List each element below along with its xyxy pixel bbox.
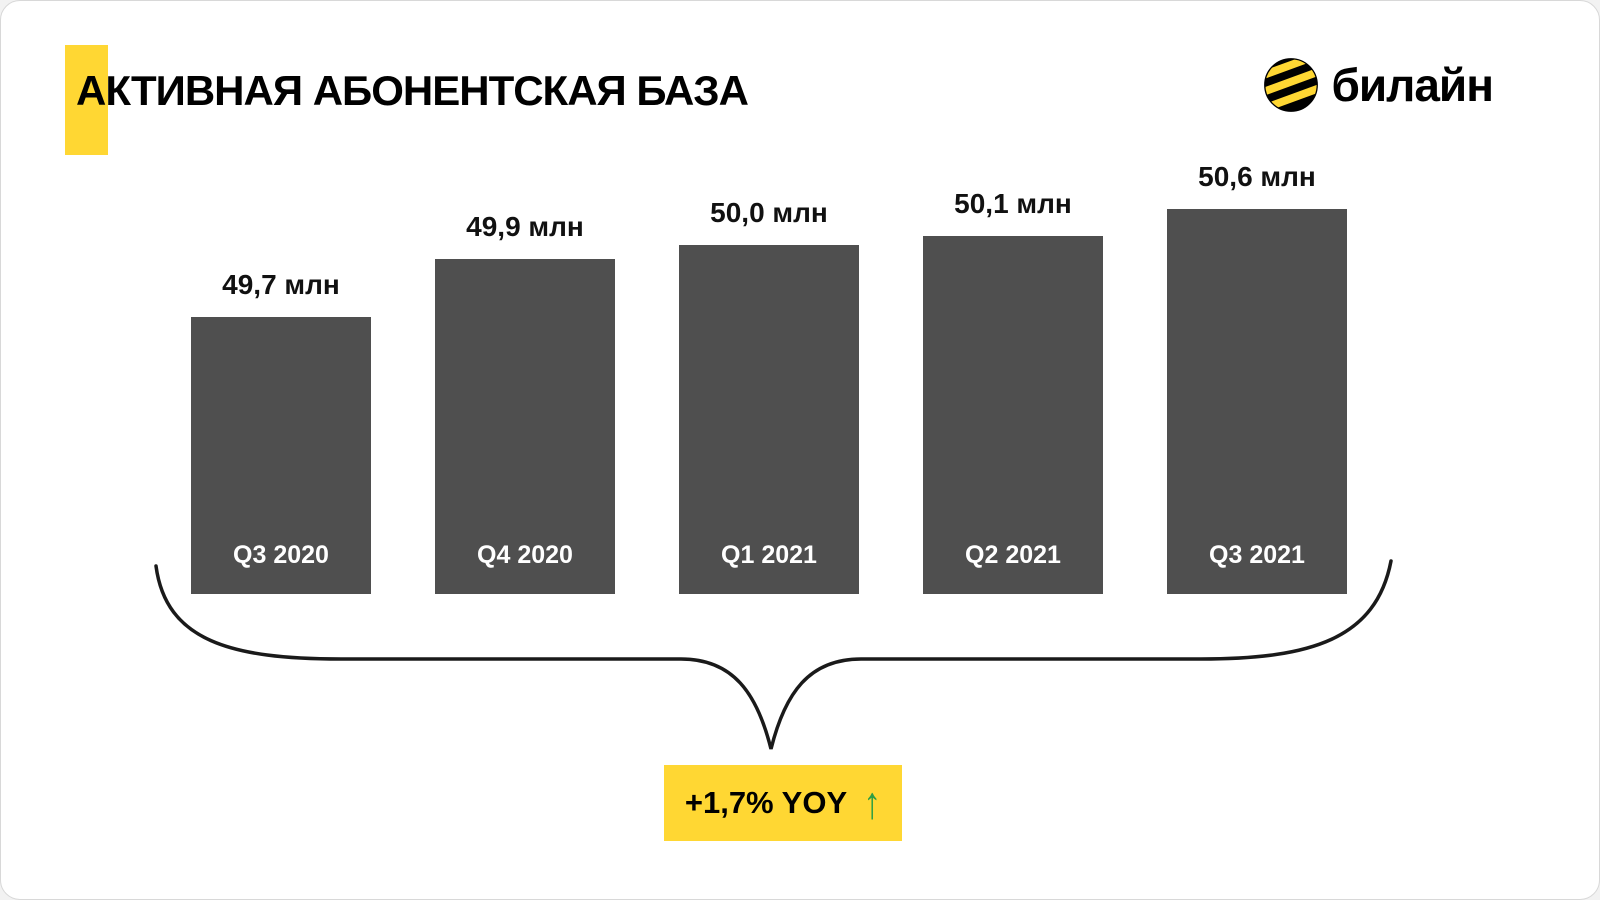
brand-logo: билайн (1263, 57, 1494, 113)
bar-column: 50,6 млн Q3 2021 (1167, 161, 1347, 594)
arrow-up-icon: ↑ (863, 776, 882, 828)
bar-category-label: Q1 2021 (721, 541, 817, 569)
bar-column: 49,9 млн Q4 2020 (435, 211, 615, 594)
bar-value-label: 49,9 млн (466, 211, 584, 242)
bar: Q4 2020 (435, 259, 615, 594)
bar-value-label: 50,0 млн (710, 197, 828, 228)
bar-category-label: Q3 2020 (233, 541, 329, 569)
title-highlight-block (65, 45, 108, 155)
bar-column: 49,7 млн Q3 2020 (191, 269, 371, 594)
bar-value-label: 50,6 млн (1198, 161, 1316, 192)
yoy-label: +1,7% YOY (684, 785, 848, 820)
bar-chart: 49,7 млн Q3 2020 49,9 млн Q4 2020 50,0 м… (191, 161, 1347, 594)
bar-value-label: 50,1 млн (954, 188, 1072, 219)
bar: Q3 2021 (1167, 209, 1347, 594)
bar-category-label: Q4 2020 (477, 541, 573, 569)
bar-category-label: Q3 2021 (1209, 541, 1305, 569)
beeline-logo-icon (1263, 57, 1320, 113)
bar: Q2 2021 (923, 236, 1103, 594)
yoy-annotation-box: +1,7% YOY ↑ (664, 765, 902, 841)
bar: Q3 2020 (191, 317, 371, 594)
page-title: АКТИВНАЯ АБОНЕНТСКАЯ БАЗА (76, 67, 749, 114)
bar-column: 50,1 млн Q2 2021 (923, 188, 1103, 594)
bar: Q1 2021 (679, 245, 859, 594)
bar-category-label: Q2 2021 (965, 541, 1061, 569)
brand-logo-text: билайн (1331, 59, 1494, 111)
bar-value-label: 49,7 млн (222, 269, 340, 300)
bar-column: 50,0 млн Q1 2021 (679, 197, 859, 594)
